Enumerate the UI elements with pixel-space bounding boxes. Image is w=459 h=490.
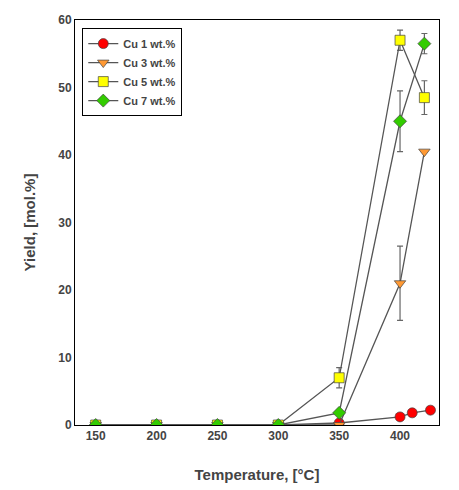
- svg-text:Cu 3 wt.%: Cu 3 wt.%: [123, 57, 175, 69]
- svg-text:400: 400: [390, 429, 410, 443]
- svg-text:10: 10: [58, 351, 72, 365]
- svg-text:40: 40: [58, 148, 72, 162]
- svg-text:350: 350: [329, 429, 349, 443]
- svg-text:60: 60: [58, 13, 72, 27]
- svg-text:30: 30: [58, 216, 72, 230]
- svg-text:200: 200: [147, 429, 167, 443]
- svg-text:250: 250: [207, 429, 227, 443]
- svg-text:0: 0: [65, 418, 72, 432]
- svg-text:150: 150: [86, 429, 106, 443]
- svg-text:Temperature, [°C]: Temperature, [°C]: [195, 466, 320, 483]
- svg-text:Cu 7 wt.%: Cu 7 wt.%: [123, 95, 175, 107]
- svg-text:Yield, [mol.%]: Yield, [mol.%]: [21, 174, 38, 272]
- svg-text:50: 50: [58, 81, 72, 95]
- svg-text:300: 300: [268, 429, 288, 443]
- svg-text:Cu 1 wt.%: Cu 1 wt.%: [123, 38, 175, 50]
- svg-text:Cu 5 wt.%: Cu 5 wt.%: [123, 76, 175, 88]
- svg-text:20: 20: [58, 283, 72, 297]
